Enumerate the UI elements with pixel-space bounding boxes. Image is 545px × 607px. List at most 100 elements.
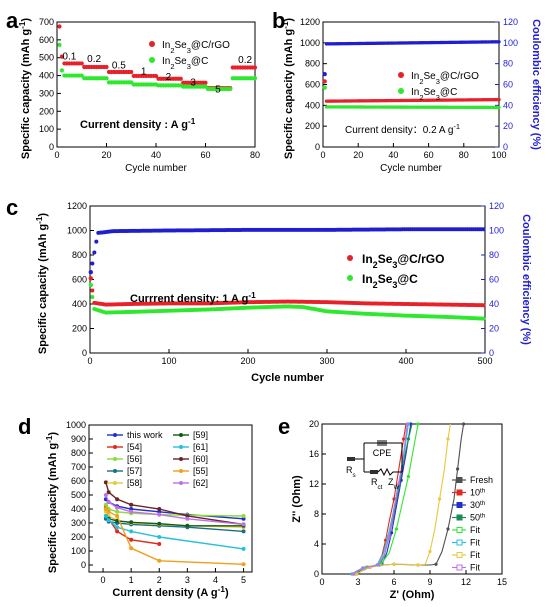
data-point-d	[157, 558, 162, 563]
panel-label-c: c	[6, 195, 18, 220]
data-point-c	[94, 239, 99, 244]
data-point-e	[355, 572, 359, 576]
legend-label-d: [58]	[127, 478, 142, 488]
data-point-b	[497, 40, 501, 44]
data-point-d	[129, 537, 134, 542]
x-tick-label-c: 100	[161, 356, 176, 366]
legend-marker-d	[179, 481, 183, 485]
data-point-d	[157, 512, 162, 517]
data-point-d	[129, 546, 134, 551]
circuit-rct-label: Rct	[371, 477, 383, 491]
y-axis-title-a: Specific capacity (mAh g-1)	[18, 18, 33, 160]
x-tick-label-b: 100	[491, 150, 506, 160]
panel-label-d: d	[18, 414, 31, 439]
legend-marker-c	[347, 255, 353, 261]
data-point-d	[106, 518, 111, 523]
data-point-e	[405, 422, 409, 426]
y-tick-label-c: 800	[72, 250, 87, 260]
legend-label-c: In2Se3@C/rGO	[362, 252, 444, 270]
data-point-d	[115, 529, 120, 534]
data-point-b	[497, 105, 501, 110]
x-tick-label-e: 12	[461, 577, 471, 587]
data-point-a	[104, 76, 109, 81]
y-axis-title-c: Specific capacity (mAh g-1)	[35, 213, 50, 355]
data-point-d	[241, 514, 246, 518]
series-line-d	[105, 482, 244, 526]
legend-marker-a	[149, 57, 155, 63]
y-tick-label-a: 500	[39, 53, 54, 63]
x-tick-label-a: 60	[200, 150, 210, 160]
legend-marker-d	[179, 433, 183, 437]
data-point-d	[157, 535, 162, 539]
x-tick-label-b: 20	[353, 150, 363, 160]
data-point-d	[185, 514, 190, 518]
series-line-e	[356, 423, 451, 575]
x-tick-label-a: 20	[101, 150, 111, 160]
legend-marker-e	[456, 552, 463, 558]
data-point-d	[115, 505, 120, 510]
y2-tick-label-b: 60	[503, 80, 513, 90]
legend-label-d: [61]	[193, 442, 208, 452]
y-tick-label-a: 300	[39, 88, 54, 98]
data-point-a	[79, 61, 84, 66]
y-tick-label-d: 300	[71, 518, 86, 528]
x-tick-label-d: 1	[129, 575, 134, 585]
circuit-cpe-label: CPE	[373, 448, 392, 458]
y2-tick-label-b: 120	[503, 17, 518, 27]
legend-marker-d	[179, 457, 183, 461]
legend-marker-c	[347, 275, 353, 281]
series-line-d	[105, 494, 244, 526]
legend-label-e: 30th	[470, 500, 486, 511]
data-point-e	[392, 562, 396, 566]
data-point-e	[406, 437, 410, 441]
data-point-d	[129, 529, 134, 534]
data-point-a	[178, 76, 183, 81]
x-axis-title-c: Cycle number	[251, 372, 324, 384]
y-tick-label-d: 900	[71, 434, 86, 444]
legend-marker-d	[113, 469, 117, 473]
panel-label-b: b	[272, 8, 285, 33]
series-line-e	[351, 423, 409, 575]
y2-tick-label-b: 80	[503, 59, 513, 69]
y2-tick-label-c: 40	[489, 299, 499, 309]
y-tick-label-c: 200	[72, 324, 87, 334]
x-tick-label-b: 40	[388, 150, 398, 160]
x-tick-label-d: 2	[157, 575, 162, 585]
legend-label-d: [56]	[127, 454, 142, 464]
y-tick-label-c: 600	[72, 275, 87, 285]
data-point-a	[228, 86, 233, 92]
data-point-c	[88, 276, 93, 281]
legend-label-e: 10th	[470, 487, 486, 498]
annotation-c: Currrent density: 1 A g-1	[130, 291, 256, 306]
y-tick-label-c: 400	[72, 299, 87, 309]
legend-marker-e	[456, 564, 463, 571]
data-point-a	[104, 64, 109, 70]
data-point-a	[57, 42, 62, 47]
data-point-a	[59, 68, 65, 73]
data-point-d	[241, 522, 246, 527]
x-tick-label-a: 80	[250, 150, 260, 160]
data-point-b	[497, 97, 501, 102]
data-point-d	[115, 497, 120, 502]
data-point-b	[322, 71, 327, 77]
legend-label-d: [57]	[127, 466, 142, 476]
legend-label-e: 50th	[470, 512, 486, 523]
y-tick-label-d: 0	[81, 560, 86, 570]
data-point-e	[390, 531, 394, 535]
x-tick-label-e: 3	[355, 577, 360, 587]
y-axis-title-e: Z'' (Ohm)	[291, 475, 303, 523]
panel-label-a: a	[6, 8, 19, 33]
data-point-a	[252, 65, 258, 70]
y2-tick-label-b: 100	[503, 38, 518, 48]
data-point-c	[90, 288, 95, 293]
y2-axis-title-c: Coulombic efficiency (%)	[520, 214, 532, 345]
legend-label-d: [59]	[193, 430, 208, 440]
legend-marker-e	[456, 477, 463, 483]
x-tick-label-d: 0	[101, 575, 106, 585]
circuit-rs-label: Rs	[346, 465, 356, 479]
legend-label-d: this work	[127, 430, 163, 440]
data-point-e	[406, 474, 410, 479]
y-tick-label-d: 100	[71, 546, 86, 556]
data-point-e	[446, 527, 450, 531]
